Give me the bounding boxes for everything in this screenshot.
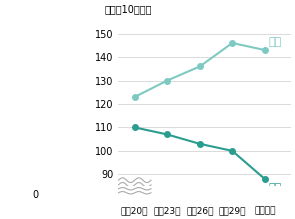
Text: 入院: 入院: [269, 183, 282, 193]
Text: （人口10万対）: （人口10万対）: [105, 4, 152, 14]
Text: 通院: 通院: [269, 37, 282, 47]
Text: 0: 0: [32, 190, 38, 200]
